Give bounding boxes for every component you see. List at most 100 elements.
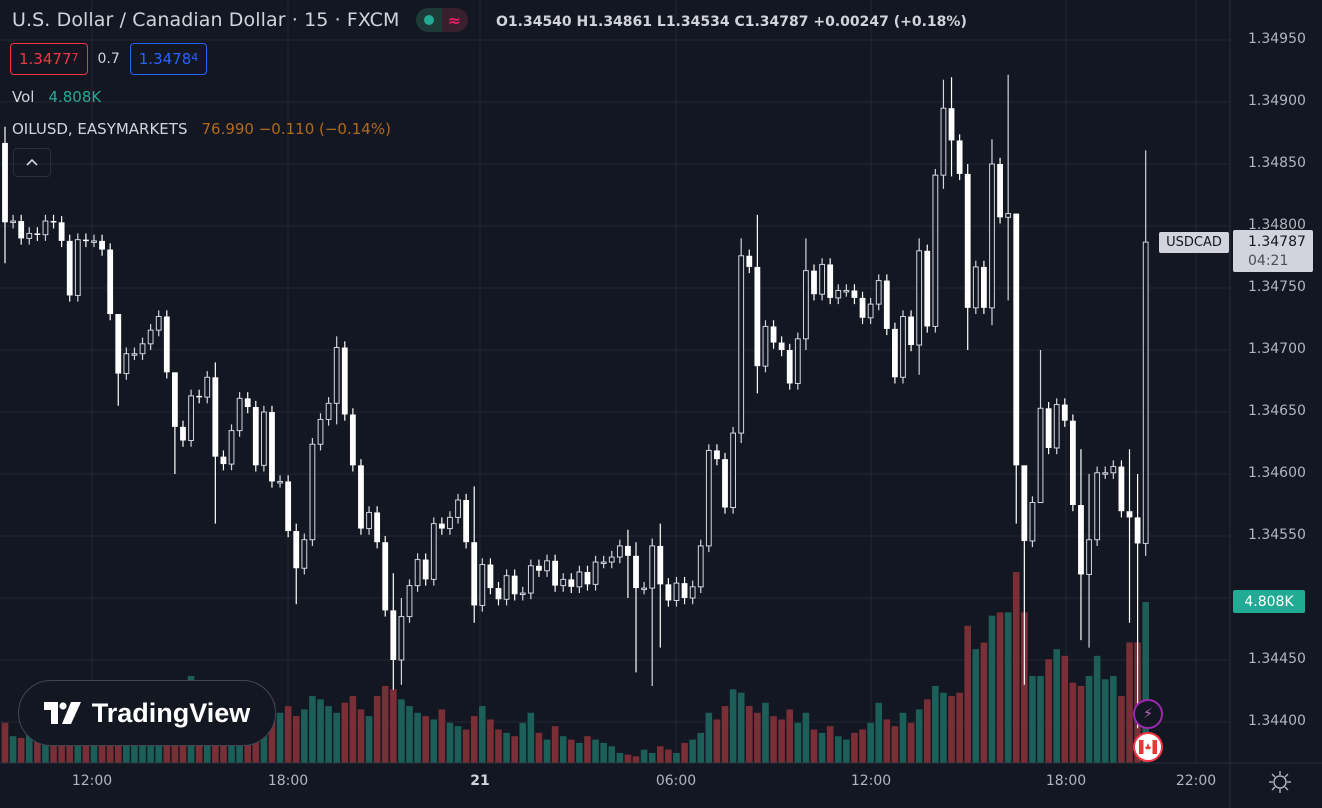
last-price-tag: 1.34787 04:21	[1233, 230, 1313, 272]
volume-bar	[487, 719, 494, 763]
candle-body-up	[503, 575, 510, 600]
candle-body-down	[956, 140, 963, 174]
volume-bar	[195, 729, 203, 763]
candle-body-down	[285, 481, 292, 532]
compare-legend[interactable]: OILUSD, EASYMARKETS 76.990 −0.110 (−0.14%…	[12, 120, 391, 138]
volume-bar	[373, 696, 381, 763]
volume-bar	[179, 734, 187, 763]
candle-body-up	[1110, 466, 1117, 474]
candle-body-down	[2, 142, 8, 223]
volume-bar	[972, 649, 980, 763]
volume-legend[interactable]: Vol 4.808K	[12, 88, 101, 106]
candle-body-down	[1134, 517, 1141, 544]
volume-bar	[568, 739, 575, 763]
candle-body-down	[1013, 213, 1020, 466]
volume-tag: 4.808K	[1233, 590, 1305, 613]
candle-body-up	[592, 561, 599, 585]
volume-bar	[25, 726, 33, 763]
candle-body-up	[803, 270, 809, 340]
candle-body-up	[414, 559, 421, 587]
settings-gear-icon[interactable]	[1268, 770, 1292, 794]
compare-symbol: OILUSD, EASYMARKETS	[12, 120, 188, 138]
canada-flag-event-icon[interactable]	[1133, 732, 1163, 762]
candle-body-up	[544, 560, 550, 572]
volume-bar	[203, 732, 211, 763]
volume-bar	[1012, 572, 1020, 763]
volume-bar	[681, 742, 688, 763]
event-flash-icon[interactable]: ⚡	[1133, 699, 1163, 729]
volume-bar	[422, 716, 429, 763]
collapse-legend-button[interactable]	[13, 148, 51, 177]
volume-bar	[406, 706, 413, 763]
candle-body-up	[309, 443, 316, 541]
volume-bar	[915, 709, 923, 763]
volume-bar	[964, 625, 972, 763]
volume-bar	[1029, 675, 1036, 763]
candle-body-up	[479, 564, 486, 606]
volume-bar	[867, 722, 874, 763]
volume-bar	[754, 712, 761, 763]
symbol-title[interactable]: U.S. Dollar / Canadian Dollar · 15 · FXC…	[12, 9, 400, 31]
candle-body-down	[390, 610, 397, 660]
candle-body-down	[964, 173, 971, 308]
volume-bar	[770, 716, 777, 763]
candle-body-up	[843, 289, 850, 293]
volume-bar	[737, 692, 745, 763]
price-axis-label: 1.34900	[1248, 93, 1306, 109]
candle-body-up	[989, 163, 995, 309]
volume-bar	[592, 739, 599, 763]
canada-flag-icon	[1139, 740, 1157, 754]
volume-bar	[705, 712, 713, 763]
ask-pip: 4	[191, 50, 199, 64]
buy-button[interactable]: 1.3478 4	[129, 43, 208, 75]
volume-bar	[357, 709, 365, 763]
candle-body-down	[657, 545, 664, 585]
volume-bar	[891, 726, 899, 763]
candle-body-down	[584, 571, 591, 585]
candle-body-up	[26, 232, 33, 239]
candle-body-down	[1045, 408, 1052, 448]
time-axis-label: 18:00	[267, 773, 309, 789]
candle-body-up	[10, 220, 16, 224]
volume-bar	[883, 719, 891, 763]
candle-body-up	[398, 616, 405, 661]
volume-bar	[503, 732, 510, 763]
volume-bar	[333, 712, 340, 763]
candle-body-down	[892, 328, 898, 378]
volume-bar	[414, 712, 421, 763]
volume-bar	[559, 736, 567, 763]
candle-body-up	[608, 556, 615, 563]
volume-bar	[341, 702, 349, 763]
volume-bar	[301, 709, 308, 763]
chevron-up-icon	[26, 158, 38, 166]
bar-countdown: 04:21	[1248, 253, 1289, 269]
candle-body-up	[139, 343, 146, 355]
volume-bar	[82, 736, 90, 763]
candle-body-down	[883, 280, 890, 329]
candle-body-down	[171, 372, 178, 427]
candle-body-down	[252, 407, 259, 466]
candle-body-up	[131, 353, 138, 356]
volume-label: Vol	[12, 88, 35, 106]
status-pill[interactable]: ≈	[415, 8, 468, 32]
candle-body-down	[997, 164, 1003, 218]
price-axis-label: 1.34800	[1248, 217, 1306, 233]
volume-bar	[600, 742, 607, 763]
candle-body-down	[83, 239, 89, 242]
volume-bar	[365, 716, 373, 763]
volume-bar	[576, 742, 583, 763]
candle-body-up	[1094, 472, 1101, 541]
candle-body-down	[859, 297, 866, 318]
volume-bar	[398, 699, 405, 763]
volume-bar	[907, 722, 915, 763]
candle-body-up	[705, 449, 712, 547]
tradingview-logo[interactable]: TradingView	[18, 680, 276, 746]
volume-bar	[1126, 642, 1133, 763]
sell-button[interactable]: 1.3477 7	[10, 43, 88, 75]
candle-body-down	[487, 564, 494, 589]
volume-bar	[147, 731, 154, 763]
tradingview-logo-icon	[43, 702, 81, 724]
candle-body-down	[244, 398, 251, 408]
candle-body-down	[552, 560, 559, 586]
